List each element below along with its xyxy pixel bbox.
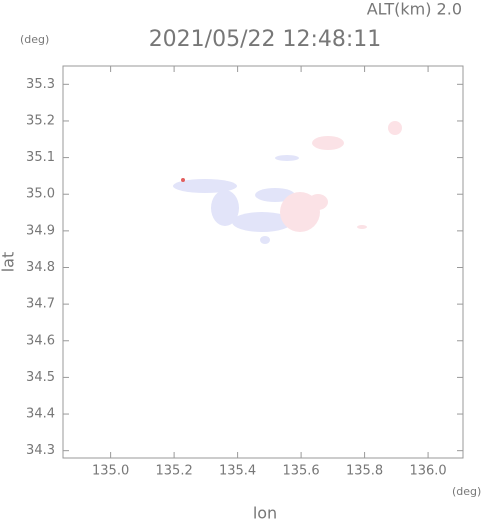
- echo: [181, 178, 185, 182]
- echo: [173, 179, 237, 193]
- echo: [255, 188, 295, 202]
- y-tick-label: 34.3: [26, 443, 55, 458]
- y-unit: (deg): [20, 33, 49, 46]
- echo: [308, 194, 328, 210]
- echo: [275, 155, 299, 161]
- x-tick-label: 135.6: [282, 464, 319, 479]
- y-tick-label: 35.3: [26, 77, 55, 92]
- y-tick-label: 34.8: [26, 260, 55, 275]
- x-tick-label: 135.0: [92, 464, 129, 479]
- echo: [232, 212, 292, 232]
- x-axis-label: lon: [253, 504, 277, 522]
- y-tick-label: 34.4: [26, 407, 55, 422]
- echo: [211, 190, 239, 226]
- x-tick-label: 135.2: [156, 464, 193, 479]
- y-tick-label: 35.1: [26, 150, 55, 165]
- x-tick-label: 135.8: [346, 464, 383, 479]
- echo: [312, 136, 344, 150]
- x-unit: (deg): [452, 485, 481, 498]
- chart-title: 2021/05/22 12:48:11: [149, 27, 382, 52]
- x-tick-label: 135.4: [219, 464, 256, 479]
- echo: [357, 225, 367, 229]
- y-tick-label: 35.0: [26, 187, 55, 202]
- y-tick-label: 34.9: [26, 223, 55, 238]
- y-tick-label: 35.2: [26, 113, 55, 128]
- y-tick-label: 34.5: [26, 370, 55, 385]
- x-tick-label: 136.0: [409, 464, 446, 479]
- echo: [260, 236, 270, 244]
- y-tick-label: 34.6: [26, 333, 55, 348]
- y-tick-label: 34.7: [26, 297, 55, 312]
- altitude-label: ALT(km) 2.0: [367, 0, 462, 19]
- echo: [388, 121, 402, 135]
- radar-echoes: [173, 121, 402, 244]
- plot-frame: [62, 65, 464, 459]
- y-axis-label: lat: [0, 252, 18, 273]
